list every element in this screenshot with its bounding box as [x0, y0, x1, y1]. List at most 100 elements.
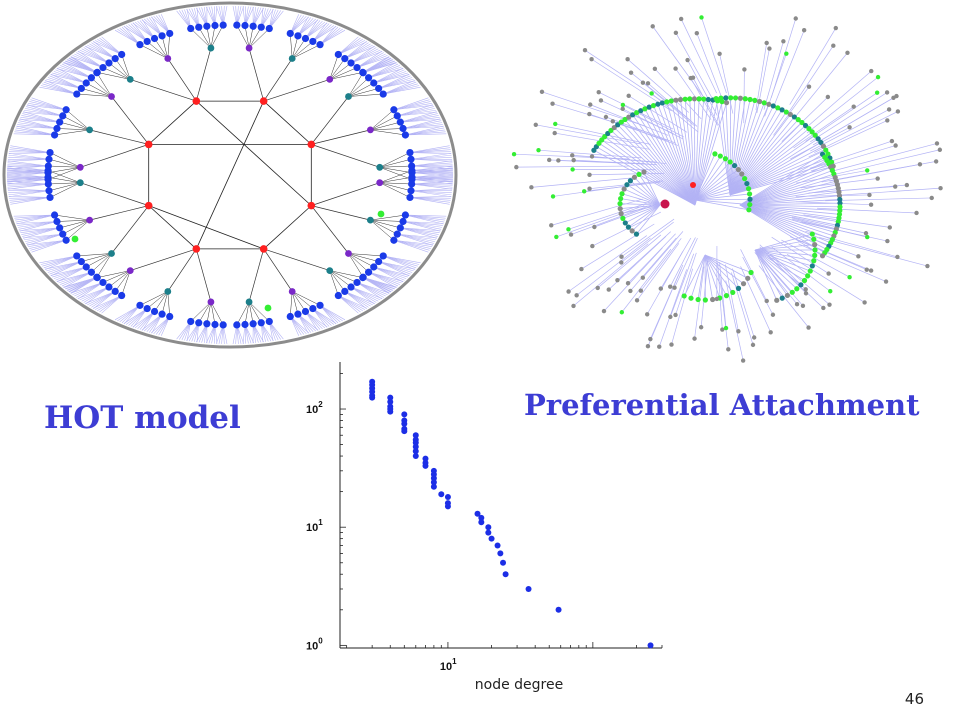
fan-edge [50, 261, 82, 277]
leaf-edge [48, 159, 81, 168]
leaf-edge [370, 219, 395, 241]
fan-edge [60, 65, 92, 79]
fan-edge [397, 111, 438, 117]
leaf-node [62, 106, 70, 114]
data-point [478, 514, 485, 521]
pa-edge [719, 273, 729, 350]
fan-edge [410, 188, 453, 192]
leaf-node [286, 29, 294, 38]
fan-edge [44, 80, 82, 89]
fan-edge [368, 271, 399, 287]
pa-edge [814, 95, 897, 145]
pa-edge [771, 236, 829, 274]
fan-edge [368, 68, 404, 79]
fan-edge [383, 255, 421, 264]
pa-edge [623, 188, 661, 206]
fan-edge [356, 282, 382, 300]
fan-edge [402, 120, 442, 129]
fan-edge [319, 27, 341, 45]
fan-edge [383, 80, 415, 95]
fan-edge [47, 77, 82, 89]
fan-edge [383, 255, 420, 265]
data-point [412, 439, 419, 446]
pa-edge [739, 163, 830, 206]
fan-edge [378, 77, 413, 89]
fan-edge [7, 183, 49, 186]
fan-edge [305, 311, 326, 329]
data-series [369, 378, 654, 649]
leaf-node [45, 155, 53, 163]
pa-node [659, 100, 665, 106]
fan-edge [402, 122, 443, 129]
leaf-edge [210, 301, 216, 325]
leaf-node [301, 34, 310, 43]
data-point [387, 394, 394, 401]
fan-edge [338, 41, 368, 55]
pa-edge [704, 254, 713, 300]
fan-edge [405, 214, 444, 225]
pa-node [837, 200, 843, 206]
leaf-node [408, 166, 416, 175]
pa-edge [541, 91, 647, 127]
fan-edge [26, 104, 67, 111]
pa-node [723, 325, 729, 331]
fan-edge [319, 29, 346, 45]
pa-edge [636, 243, 680, 301]
leaf-node [44, 162, 52, 170]
fan-edge [383, 81, 417, 95]
pa-node [767, 46, 772, 51]
fan-edge [400, 227, 440, 233]
pa-node [642, 106, 648, 112]
fan-edge [405, 125, 444, 136]
leaf-node [56, 118, 64, 126]
pa-node [914, 210, 919, 216]
pa-edge [755, 42, 768, 110]
fan-edge [350, 286, 381, 301]
fan-edge [7, 165, 49, 170]
leaf-edge [348, 93, 384, 97]
fan-edge [260, 322, 274, 341]
fan-edge [305, 311, 321, 330]
fan-edge [92, 41, 122, 55]
pa-node [511, 151, 517, 157]
pa-node [728, 95, 734, 101]
fan-edge [8, 154, 50, 160]
fan-edge [402, 221, 442, 230]
fan-edge [8, 152, 50, 160]
branch-edge [311, 96, 349, 145]
fan-edge [350, 286, 377, 303]
fan-edge [101, 36, 122, 55]
pa-edge [604, 136, 696, 206]
pa-edge [648, 106, 696, 206]
pa-node [685, 57, 690, 63]
leaf-node [44, 175, 52, 184]
router-node [164, 288, 172, 295]
pa-edge [810, 92, 888, 143]
pa-edge [729, 138, 819, 196]
leaf-edge [291, 38, 306, 59]
pa-node [868, 268, 874, 273]
fan-edge [362, 277, 390, 294]
fan-edge [400, 113, 438, 123]
leaf-node [105, 59, 113, 67]
pa-edge [754, 249, 778, 301]
fan-edge [23, 109, 63, 117]
pa-node [789, 289, 795, 295]
pa-node [633, 231, 640, 237]
pa-node [802, 122, 809, 129]
leaf-edge [370, 219, 401, 229]
fan-edge [63, 62, 98, 73]
branch-edge [311, 182, 380, 206]
pa-edge [694, 193, 750, 201]
core-edge [263, 205, 312, 250]
router-node [366, 216, 374, 224]
pa-edge [754, 249, 815, 256]
fan-edge [290, 16, 310, 34]
fan-edge [144, 313, 163, 332]
fan-edge [350, 286, 383, 299]
pa-node [626, 93, 631, 99]
fan-edge [411, 165, 453, 171]
fan-edge [89, 43, 116, 59]
hub-node [144, 140, 153, 149]
hot-edges [6, 5, 454, 345]
